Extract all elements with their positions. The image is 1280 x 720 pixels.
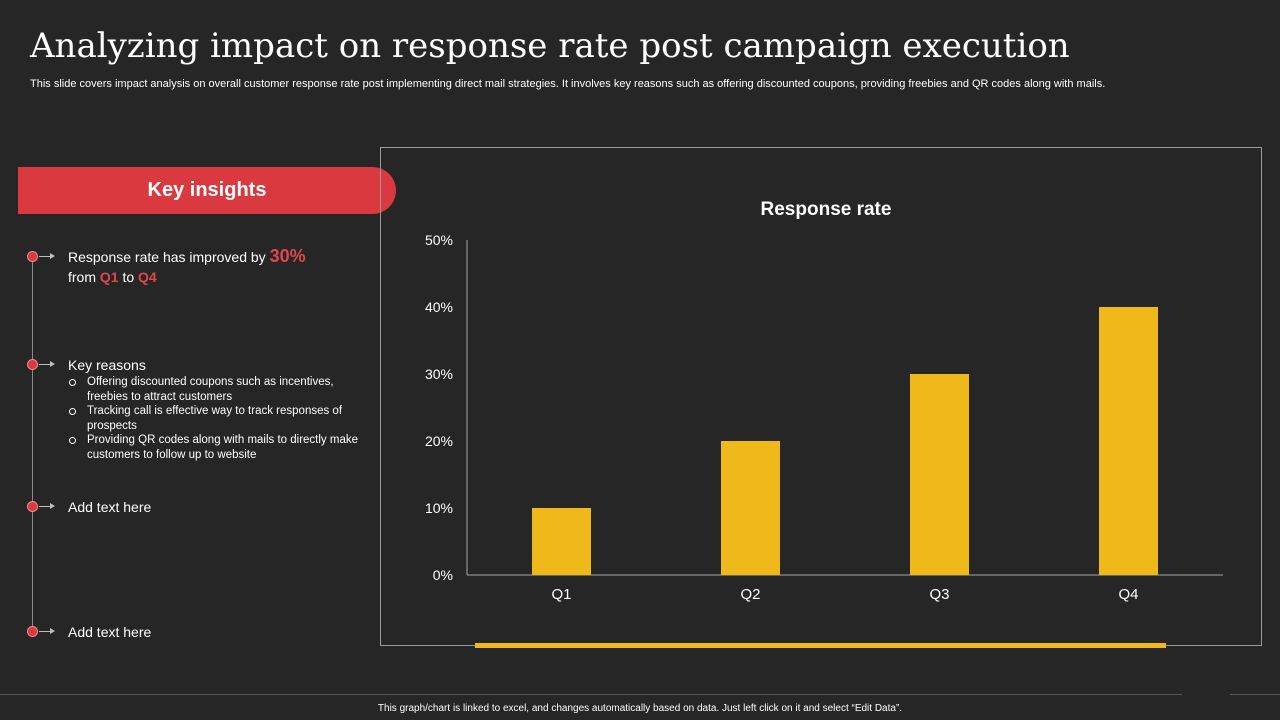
bar-q1[interactable] (532, 508, 591, 575)
chart-title: Response rate (760, 199, 892, 220)
list-item: Offering discounted coupons such as ince… (68, 375, 358, 404)
arrow-right-icon (39, 628, 55, 634)
arrow-right-icon (39, 361, 55, 367)
placeholder-text: Add text here (68, 624, 152, 640)
y-tick-label: 10% (425, 500, 453, 516)
key-insights-label: Key insights (147, 179, 267, 201)
timeline-node (27, 359, 55, 371)
insight-text: Response rate has improved by (68, 249, 270, 265)
x-tick-label: Q4 (1118, 586, 1138, 603)
footer-divider (0, 694, 1280, 695)
quarter-to: Q4 (138, 269, 157, 285)
y-tick-label: 20% (425, 433, 453, 449)
x-tick-label: Q1 (551, 586, 571, 603)
improvement-value: 30% (269, 246, 306, 266)
page-title: Analyzing impact on response rate post c… (30, 26, 1070, 66)
bar-q3[interactable] (910, 374, 969, 575)
footer-note: This graph/chart is linked to excel, and… (377, 703, 903, 714)
node-dot-icon (27, 251, 38, 262)
arrow-right-icon (39, 503, 55, 509)
node-dot-icon (27, 501, 38, 512)
bar-q4[interactable] (1099, 307, 1158, 575)
y-tick-label: 0% (433, 567, 453, 583)
timeline-line (32, 257, 33, 633)
key-reasons-list: Offering discounted coupons such as ince… (68, 375, 358, 462)
key-insights-header: Key insights (18, 167, 396, 214)
node-dot-icon (27, 626, 38, 637)
x-tick-label: Q2 (740, 586, 760, 603)
node-dot-icon (27, 359, 38, 370)
y-tick-label: 40% (425, 299, 453, 315)
y-tick-label: 30% (425, 366, 453, 382)
insight-improvement: Response rate has improved by 30% from Q… (68, 246, 306, 287)
placeholder-text: Add text here (68, 499, 152, 515)
page-subtitle: This slide covers impact analysis on ove… (30, 78, 1106, 90)
insight-text: from (68, 269, 100, 285)
list-item: Tracking call is effective way to track … (68, 404, 358, 433)
timeline-node (27, 251, 55, 263)
timeline-node (27, 626, 55, 638)
insight-text: to (118, 269, 139, 285)
key-reasons-heading: Key reasons (68, 357, 146, 373)
list-item: Providing QR codes along with mails to d… (68, 433, 358, 462)
arrow-right-icon (39, 253, 55, 259)
y-tick-label: 50% (425, 232, 453, 248)
timeline-node (27, 501, 55, 513)
x-tick-label: Q3 (929, 586, 949, 603)
bar-q2[interactable] (721, 441, 780, 575)
accent-bar (475, 643, 1166, 648)
quarter-from: Q1 (99, 269, 119, 285)
